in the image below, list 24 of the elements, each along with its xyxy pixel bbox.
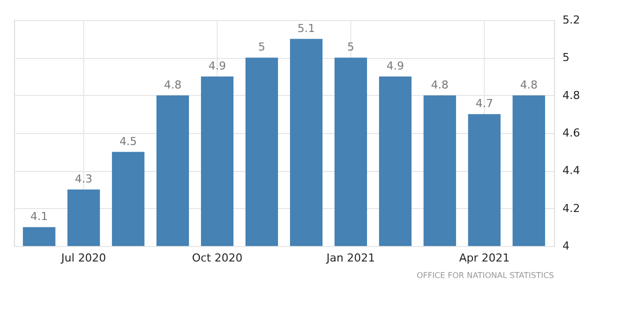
- data-label: 4.8: [164, 78, 182, 92]
- data-label: 4.3: [74, 172, 92, 186]
- data-label: 4.9: [386, 60, 404, 72]
- data-label: 4.8: [431, 78, 449, 92]
- y-tick-label: 4.6: [562, 126, 580, 140]
- data-label: 4.5: [119, 134, 137, 148]
- y-tick-label: 4.4: [562, 164, 580, 178]
- data-label: 5: [258, 40, 266, 54]
- y-tick-label: 4.2: [562, 202, 580, 215]
- text: OFFICE FOR NATIONAL STATISTICS: [416, 271, 554, 280]
- y-tick-label: 4: [562, 240, 570, 252]
- data-label: 5: [347, 40, 354, 54]
- y-tick-label: 4.8: [562, 88, 580, 102]
- data-label: 4.9: [208, 60, 226, 72]
- x-tick-label: Jul 2020: [60, 252, 106, 264]
- data-label: 4.1: [30, 210, 48, 224]
- data-label: 4.8: [520, 78, 538, 92]
- x-tick-label: Oct 2020: [192, 252, 242, 264]
- x-tick-label: Apr 2021: [459, 252, 510, 264]
- x-tick-label: Jan 2021: [326, 252, 376, 264]
- y-tick-label: 5: [562, 51, 570, 64]
- data-label: 5.1: [298, 22, 316, 35]
- y-tick-label: 5.2: [562, 14, 580, 26]
- data-label: 4.7: [476, 97, 494, 110]
